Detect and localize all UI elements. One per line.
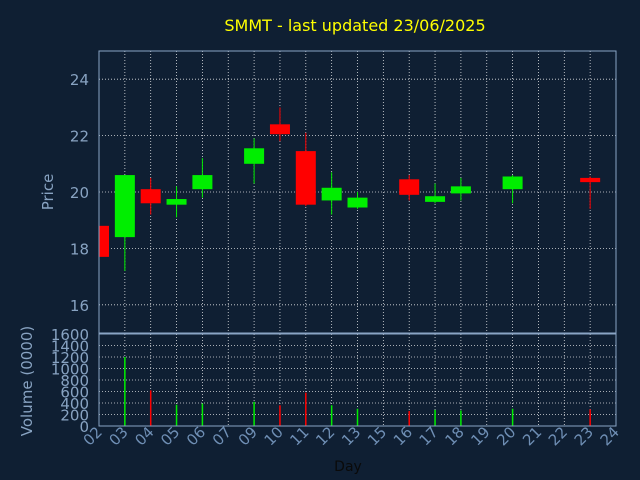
volume-bar	[305, 392, 307, 426]
volume-y-tick-label: 400	[60, 395, 89, 413]
volume-y-tick-label: 600	[60, 384, 89, 402]
candle-up	[192, 175, 213, 190]
volume-y-tick-label: 200	[60, 407, 89, 425]
volume-bar	[434, 409, 436, 426]
volume-bars	[124, 357, 591, 426]
x-tick-label: 17	[416, 423, 442, 449]
volume-y-tick-label: 1600	[51, 326, 89, 344]
volume-bar	[279, 405, 281, 426]
volume-bar	[149, 390, 152, 426]
candle-down	[580, 177, 601, 183]
x-tick-label: 11	[286, 423, 312, 449]
chart-title: SMMT - last updated 23/06/2025	[224, 16, 485, 35]
x-tick-label: 10	[261, 423, 287, 449]
candle-down	[399, 179, 420, 195]
price-y-tick-label: 20	[70, 184, 89, 202]
x-tick-label: 06	[183, 423, 209, 449]
volume-y-tick-label: 0	[79, 418, 89, 436]
volume-bar	[330, 405, 333, 426]
x-tick-label: 16	[390, 423, 416, 449]
x-tick-label: 13	[338, 423, 364, 449]
candle-up	[244, 148, 265, 164]
x-tick-label: 05	[157, 423, 183, 449]
x-tick-label: 15	[364, 423, 390, 449]
volume-y-tick-label: 1000	[51, 361, 89, 379]
candle-up	[347, 197, 368, 208]
x-axis-label: Day	[334, 459, 362, 475]
x-tick-label: 18	[441, 423, 467, 449]
x-tick-label: 20	[493, 423, 519, 449]
volume-axis-label: Volume (0000)	[18, 326, 36, 436]
candle-down	[295, 151, 316, 205]
candle-down	[269, 124, 290, 135]
x-tick-label: 09	[235, 423, 261, 449]
volume-plot-frame	[98, 333, 617, 427]
price-plot-frame	[98, 50, 617, 334]
candle-up	[425, 196, 446, 202]
volume-bar	[124, 357, 126, 426]
price-candles	[98, 107, 601, 271]
x-tick-labels: 02 03 04 05 06 07 09 10 11 12 13 15 16 17 18 19 20 21 22 23…	[80, 423, 623, 449]
price-y-ticks: 16 18 20 22 24	[70, 71, 89, 315]
candle-up	[114, 175, 135, 238]
price-y-tick-label: 18	[70, 240, 89, 258]
price-y-tick-label: 24	[70, 71, 89, 89]
x-tick-label: 21	[519, 423, 545, 449]
price-y-tick-label: 22	[70, 128, 89, 146]
x-tick-label: 04	[131, 423, 157, 449]
x-tick-label: 03	[105, 423, 131, 449]
candle-down	[99, 225, 109, 257]
volume-bar	[253, 401, 255, 426]
candle-up	[321, 187, 342, 201]
volume-bar	[408, 411, 410, 426]
volume-bar	[460, 410, 462, 426]
x-tick-label: 07	[209, 423, 235, 449]
volume-bar	[511, 408, 514, 426]
x-tick-label: 12	[312, 423, 338, 449]
candle-up	[166, 199, 187, 205]
volume-bar	[201, 403, 204, 426]
volume-bar	[589, 409, 591, 426]
price-y-tick-label: 16	[70, 297, 89, 315]
volume-y-tick-label: 1200	[51, 349, 89, 367]
volume-y-tick-label: 1400	[51, 338, 89, 356]
x-tick-label: 24	[597, 423, 623, 449]
x-tick-label: 23	[571, 423, 597, 449]
price-axis-label: Price	[39, 174, 57, 211]
volume-bar	[175, 404, 178, 426]
x-tick-label: 19	[467, 423, 493, 449]
candle-up	[502, 176, 523, 190]
x-tick-label: 22	[545, 423, 571, 449]
volume-bar	[356, 408, 359, 426]
candle-down	[140, 189, 161, 204]
candle-up	[450, 186, 471, 194]
volume-y-tick-label: 800	[60, 372, 89, 390]
